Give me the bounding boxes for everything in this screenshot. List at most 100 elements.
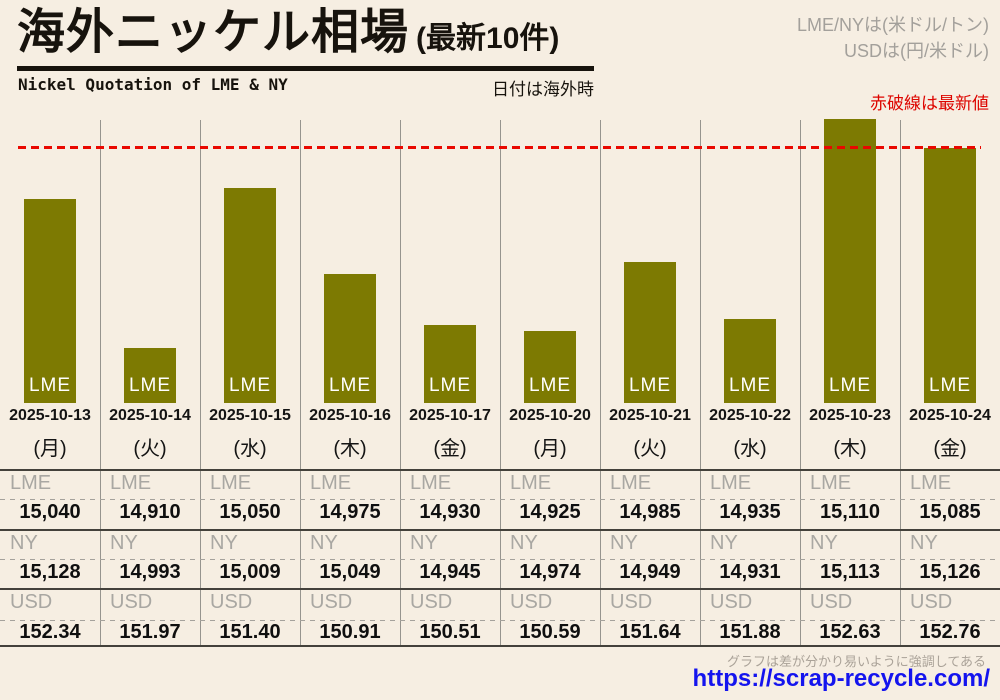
row-label-lme: LME	[410, 472, 452, 494]
value-lme: 14,930	[419, 501, 481, 523]
bar-label: LME	[528, 375, 572, 396]
site-url-link[interactable]: https://scrap-recycle.com/	[692, 665, 990, 692]
lme-price-bar: LME	[224, 188, 276, 403]
row-label-lme: LME	[710, 472, 752, 494]
table-solid-rule	[0, 469, 1000, 471]
row-label-usd: USD	[510, 591, 553, 613]
value-ny: 15,049	[319, 561, 381, 583]
value-usd: 152.63	[819, 621, 881, 643]
value-lme: 14,925	[519, 501, 581, 523]
column-separator-line	[300, 120, 301, 647]
column-separator-line	[900, 120, 901, 647]
bar-label: LME	[328, 375, 372, 396]
value-usd: 150.91	[319, 621, 381, 643]
date-label: 2025-10-24	[909, 407, 991, 424]
table-dashed-rule	[0, 559, 1000, 560]
value-usd: 151.88	[719, 621, 781, 643]
column-separator-line	[400, 120, 401, 647]
row-label-ny: NY	[510, 532, 538, 554]
row-label-lme: LME	[110, 472, 152, 494]
value-ny: 15,113	[819, 561, 881, 583]
lme-price-bar: LME	[924, 148, 976, 403]
lme-price-bar: LME	[724, 319, 776, 403]
value-usd: 151.40	[219, 621, 281, 643]
value-ny: 15,128	[19, 561, 81, 583]
value-ny: 14,993	[119, 561, 181, 583]
column-separator-line	[100, 120, 101, 647]
value-lme: 15,040	[19, 501, 81, 523]
row-label-usd: USD	[310, 591, 353, 613]
row-label-usd: USD	[410, 591, 453, 613]
value-usd: 152.76	[919, 621, 981, 643]
value-lme: 14,910	[119, 501, 181, 523]
weekday-label: (月)	[33, 438, 67, 460]
row-label-lme: LME	[310, 472, 352, 494]
page-title-main: 海外ニッケル相場	[17, 6, 410, 59]
row-label-usd: USD	[610, 591, 653, 613]
row-label-ny: NY	[110, 532, 138, 554]
bar-label: LME	[428, 375, 472, 396]
value-lme: 14,975	[319, 501, 381, 523]
unit-note-lme-ny: LME/NYは(米ドル/トン)	[796, 15, 989, 35]
lme-price-bar: LME	[424, 325, 476, 403]
table-solid-rule	[0, 645, 1000, 647]
date-label: 2025-10-20	[509, 407, 591, 424]
row-label-lme: LME	[10, 472, 52, 494]
weekday-label: (金)	[933, 438, 967, 460]
value-ny: 15,126	[919, 561, 981, 583]
unit-note-usd: USDは(円/米ドル)	[844, 41, 989, 61]
column-separator-line	[200, 120, 201, 647]
row-label-ny: NY	[410, 532, 438, 554]
table-solid-rule	[0, 588, 1000, 590]
weekday-label: (火)	[633, 438, 667, 460]
weekday-label: (水)	[233, 438, 267, 460]
row-label-ny: NY	[310, 532, 338, 554]
value-usd: 150.51	[419, 621, 481, 643]
page-title-suffix: (最新10件)	[416, 22, 560, 55]
date-label: 2025-10-15	[209, 407, 291, 424]
title-underline	[17, 66, 594, 71]
table-dashed-rule	[0, 499, 1000, 500]
date-label: 2025-10-21	[609, 407, 691, 424]
lme-price-bar: LME	[524, 331, 576, 403]
row-label-lme: LME	[510, 472, 552, 494]
red-dashed-line-note: 赤破線は最新値	[870, 94, 989, 113]
row-label-ny: NY	[910, 532, 938, 554]
table-solid-rule	[0, 529, 1000, 531]
date-label: 2025-10-22	[709, 407, 791, 424]
weekday-label: (火)	[133, 438, 167, 460]
value-lme: 15,050	[219, 501, 281, 523]
table-dashed-rule	[0, 620, 1000, 621]
row-label-ny: NY	[10, 532, 38, 554]
latest-value-line	[18, 146, 981, 149]
column-separator-line	[800, 120, 801, 647]
emphasis-note: グラフは差が分かり易いように強調してある	[727, 654, 986, 669]
value-lme: 14,935	[719, 501, 781, 523]
date-label: 2025-10-23	[809, 407, 891, 424]
row-label-ny: NY	[810, 532, 838, 554]
column-separator-line	[700, 120, 701, 647]
row-label-ny: NY	[610, 532, 638, 554]
bar-label: LME	[228, 375, 272, 396]
weekday-label: (木)	[833, 438, 867, 460]
row-label-ny: NY	[710, 532, 738, 554]
subtitle-english: Nickel Quotation of LME & NY	[18, 75, 288, 94]
value-usd: 150.59	[519, 621, 581, 643]
value-ny: 15,009	[219, 561, 281, 583]
row-label-usd: USD	[110, 591, 153, 613]
lme-price-bar: LME	[624, 262, 676, 403]
timezone-note: 日付は海外時	[492, 80, 594, 99]
value-usd: 151.97	[119, 621, 181, 643]
lme-price-bar: LME	[324, 274, 376, 403]
row-label-lme: LME	[910, 472, 952, 494]
row-label-lme: LME	[810, 472, 852, 494]
row-label-lme: LME	[610, 472, 652, 494]
value-ny: 14,931	[719, 561, 781, 583]
row-label-usd: USD	[710, 591, 753, 613]
row-label-usd: USD	[810, 591, 853, 613]
row-label-ny: NY	[210, 532, 238, 554]
bar-label: LME	[828, 375, 872, 396]
bar-label: LME	[128, 375, 172, 396]
bar-label: LME	[728, 375, 772, 396]
row-label-lme: LME	[210, 472, 252, 494]
